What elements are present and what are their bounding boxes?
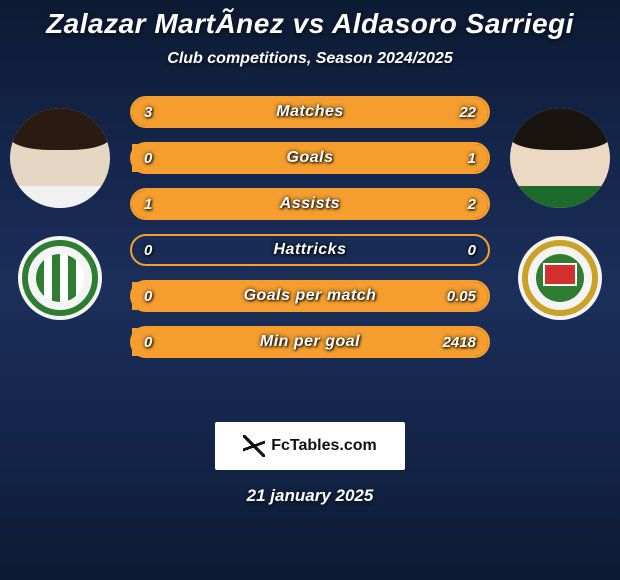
stat-label: Goals	[287, 149, 334, 167]
stat-value-right: 0.05	[447, 282, 476, 310]
branding-badge: FcTables.com	[215, 422, 405, 470]
player-right-portrait	[510, 108, 610, 208]
club-right-crest-bg	[518, 236, 602, 320]
stat-value-right: 0	[468, 236, 476, 264]
branding-text: FcTables.com	[271, 437, 377, 455]
stat-value-left: 1	[144, 190, 152, 218]
stat-value-right: 2418	[443, 328, 476, 356]
player-right-jersey	[510, 186, 610, 208]
club-left-stripes	[36, 254, 84, 302]
stat-bar: 3 Matches 22	[130, 96, 490, 128]
stat-label: Min per goal	[260, 333, 360, 351]
stat-bar: 0 Hattricks 0	[130, 234, 490, 266]
stat-value-left: 3	[144, 98, 152, 126]
club-left-crest	[18, 236, 102, 320]
stat-value-left: 0	[144, 144, 152, 172]
club-left-crest-bg	[18, 236, 102, 320]
branding-logo-icon	[243, 435, 265, 457]
stat-value-left: 0	[144, 282, 152, 310]
generated-date: 21 january 2025	[0, 486, 620, 506]
stat-bar: 1 Assists 2	[130, 188, 490, 220]
comparison-arena: 3 Matches 22 0 Goals 1 1 Assists 2 0 Hattricks 0 0 Go…	[0, 96, 620, 396]
club-right-flag	[543, 263, 577, 287]
player-left-portrait	[10, 108, 110, 208]
player-left-hair	[10, 108, 110, 150]
player-left-jersey	[10, 186, 110, 208]
player-right-face	[510, 108, 610, 208]
player-right-hair	[510, 108, 610, 150]
stat-label: Matches	[276, 103, 344, 121]
stat-value-right: 1	[468, 144, 476, 172]
stat-label: Goals per match	[244, 287, 377, 305]
stat-value-left: 0	[144, 236, 152, 264]
page-title: Zalazar MartÃ­nez vs Aldasoro Sarriegi	[0, 0, 620, 40]
club-right-crest	[518, 236, 602, 320]
stat-label: Hattricks	[274, 241, 347, 259]
stat-value-left: 0	[144, 328, 152, 356]
stat-label: Assists	[280, 195, 340, 213]
stat-bar: 0 Min per goal 2418	[130, 326, 490, 358]
stat-value-right: 22	[459, 98, 476, 126]
stat-bar-fill-left	[132, 98, 175, 126]
player-left-face	[10, 108, 110, 208]
stat-value-right: 2	[468, 190, 476, 218]
stat-bars: 3 Matches 22 0 Goals 1 1 Assists 2 0 Hattricks 0 0 Go…	[130, 96, 490, 358]
stat-bar: 0 Goals per match 0.05	[130, 280, 490, 312]
subtitle: Club competitions, Season 2024/2025	[0, 50, 620, 68]
stat-bar: 0 Goals 1	[130, 142, 490, 174]
